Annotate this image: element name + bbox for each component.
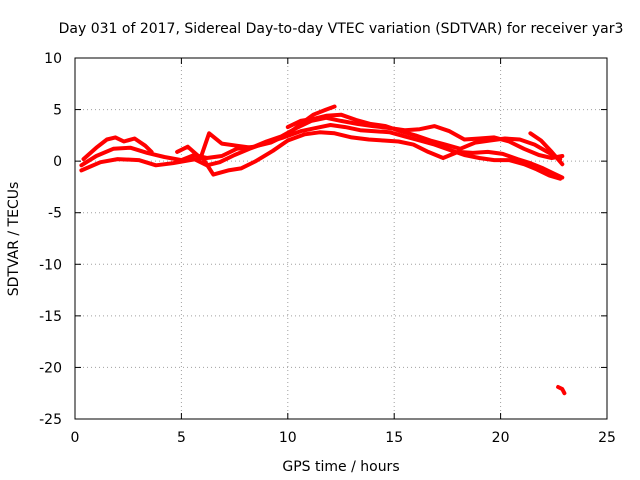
data-series [79, 104, 567, 396]
x-axis-label: GPS time / hours [282, 459, 399, 475]
series-track-5 [190, 123, 563, 181]
y-tick-label: -15 [39, 309, 62, 325]
series-outlier [556, 385, 567, 396]
y-tick-label: 5 [53, 103, 62, 119]
grid-lines [75, 58, 607, 419]
x-tick-labels: 0 5 10 15 20 25 [71, 430, 616, 446]
x-tick-label: 10 [279, 430, 297, 446]
x-tick-label: 25 [598, 430, 616, 446]
y-tick-label: -25 [39, 412, 62, 428]
y-tick-label: -5 [48, 206, 62, 222]
y-tick-label: -10 [39, 257, 62, 273]
x-tick-label: 0 [71, 430, 80, 446]
x-tick-label: 5 [177, 430, 186, 446]
x-tick-label: 15 [385, 430, 403, 446]
series-track-3 [79, 130, 565, 180]
chart-title: Day 031 of 2017, Sidereal Day-to-day VTE… [59, 21, 624, 37]
y-tick-label: 10 [44, 51, 62, 67]
axis-ticks [74, 57, 608, 420]
series-track-7 [528, 131, 565, 167]
plot-frame [74, 57, 608, 420]
y-tick-label: 0 [53, 154, 62, 170]
y-tick-labels: 10 5 0 -5 -10 -15 -20 -25 [39, 51, 62, 428]
y-tick-label: -20 [39, 360, 62, 376]
x-tick-label: 20 [492, 430, 510, 446]
series-track-6 [285, 112, 563, 162]
y-axis-label: SDTVAR / TECUs [6, 182, 22, 297]
series-track-1 [81, 135, 154, 162]
